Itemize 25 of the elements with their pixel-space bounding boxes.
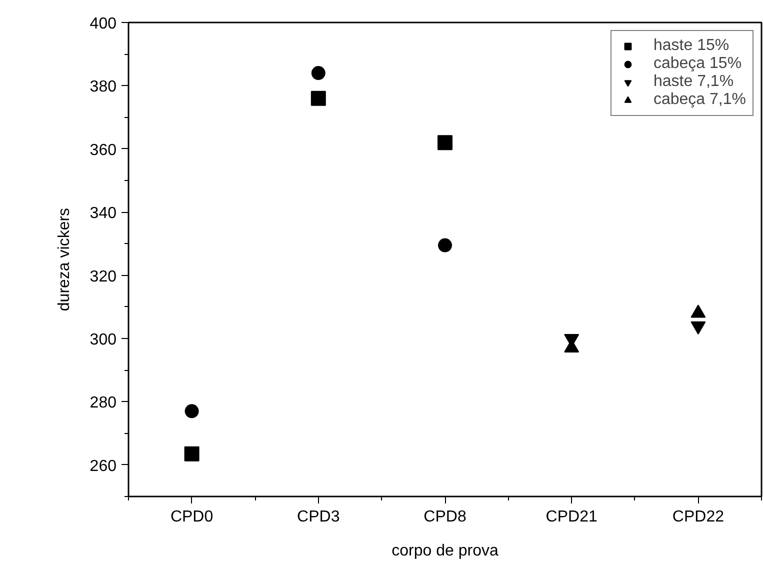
y-tick-label: 300 — [90, 332, 117, 348]
x-tick-label: CPD0 — [170, 508, 214, 526]
y-tick-label: 280 — [90, 394, 117, 412]
x-tick-label: CPD3 — [297, 508, 340, 526]
x-tick-label: CPD21 — [546, 508, 598, 526]
point — [184, 446, 200, 462]
y-tick-label: 340 — [90, 205, 117, 222]
y-tick-label: 260 — [90, 458, 117, 475]
point — [310, 90, 326, 106]
point — [311, 66, 326, 80]
point — [438, 238, 452, 252]
x-axis-title: corpo de prova — [392, 542, 498, 560]
legend-label: cabeça 15% — [653, 55, 742, 73]
legend-label: haste 15% — [653, 37, 730, 55]
y-tick-label: 320 — [90, 268, 117, 286]
legend-label: cabeça 7,1% — [653, 91, 746, 109]
legend-label: haste 7,1% — [653, 73, 734, 91]
y-axis-title: dureza vickers — [56, 208, 73, 312]
x-tick-label: CPD22 — [672, 508, 724, 526]
y-tick-label: 360 — [90, 142, 117, 159]
point — [184, 404, 199, 418]
y-tick-label: 400 — [90, 16, 117, 32]
y-tick-label: 380 — [90, 78, 117, 96]
point — [438, 135, 452, 150]
x-tick-label: CPD8 — [424, 508, 466, 526]
